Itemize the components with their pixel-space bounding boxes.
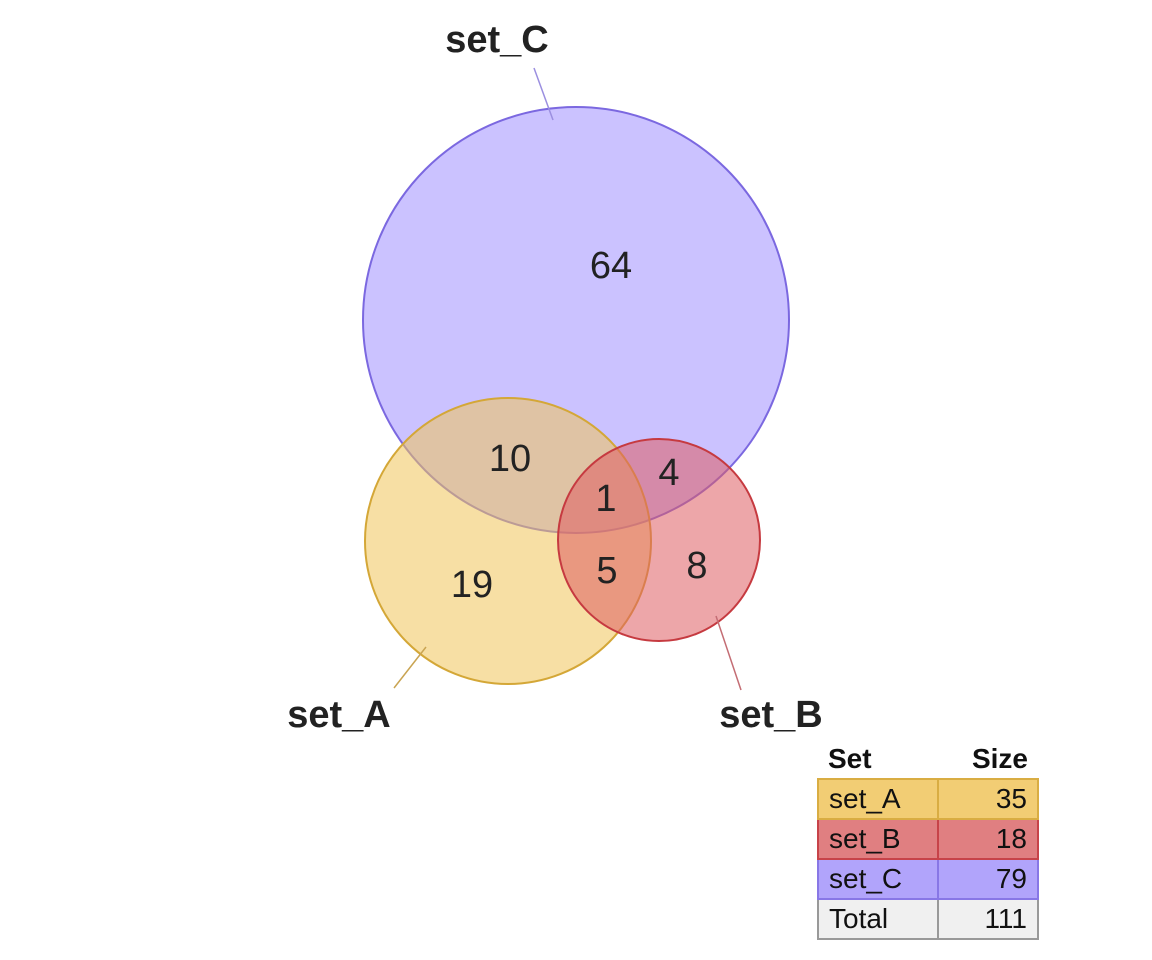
table-cell-name: Total — [817, 898, 939, 940]
count-a-only: 19 — [451, 564, 493, 606]
circle-set-b — [557, 438, 761, 642]
count-b-only: 8 — [686, 545, 707, 587]
table-header-set: Set — [828, 743, 872, 774]
table-cell-size: 18 — [937, 818, 1039, 860]
table-cell-name: set_C — [817, 858, 939, 900]
count-a-b-c: 1 — [595, 478, 616, 520]
set-b-label: set_B — [719, 694, 823, 736]
set-size-table: Set Size set_A 35 set_B 18 set_C 79 Tota… — [817, 740, 1039, 940]
table-header-row: Set Size — [818, 740, 1038, 779]
set-c-label: set_C — [445, 19, 549, 61]
table-cell-size: 111 — [937, 898, 1039, 940]
table-cell-name: set_A — [817, 778, 939, 820]
table-row-set-b: set_B 18 — [817, 818, 1039, 860]
table-row-set-a: set_A 35 — [817, 778, 1039, 820]
set-c-leader-line — [533, 67, 554, 121]
table-row-total: Total 111 — [817, 898, 1039, 940]
count-a-c: 10 — [489, 438, 531, 480]
table-cell-name: set_B — [817, 818, 939, 860]
count-b-c: 4 — [658, 452, 679, 494]
table-header-size: Size — [971, 743, 1028, 774]
count-c-only: 64 — [590, 245, 632, 287]
count-a-b: 5 — [596, 550, 617, 592]
set-a-leader-line — [393, 646, 427, 689]
set-a-label: set_A — [287, 694, 391, 736]
table-row-set-c: set_C 79 — [817, 858, 1039, 900]
table-cell-size: 79 — [937, 858, 1039, 900]
table-cell-size: 35 — [937, 778, 1039, 820]
set-b-leader-line — [715, 615, 742, 691]
